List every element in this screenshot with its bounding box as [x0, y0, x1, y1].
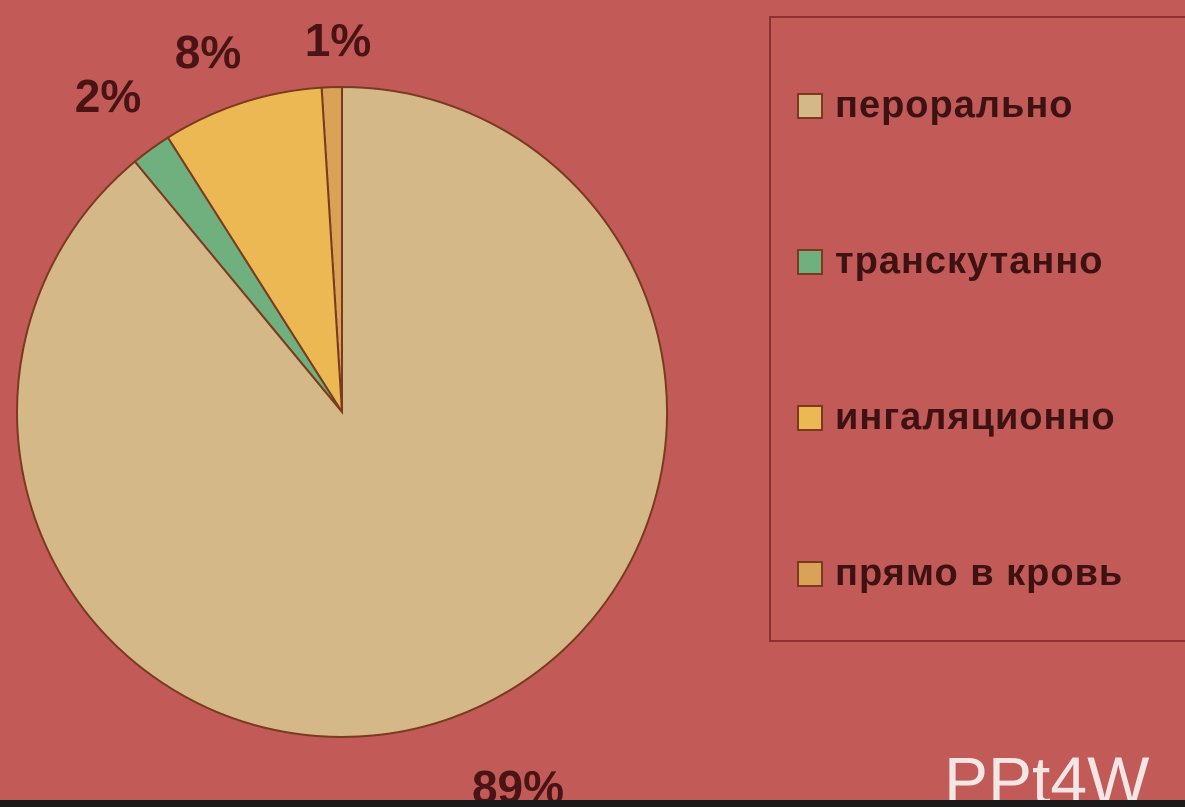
- legend-label: транскутанно: [835, 240, 1104, 282]
- watermark-logo: PPt4W: [944, 743, 1150, 807]
- legend-swatch: [797, 248, 823, 275]
- data-label-0: 89%: [472, 761, 564, 807]
- pie-slices: [16, 85, 668, 738]
- chart-legend: перорально транскутанно ингаляционно прямо …: [769, 16, 1185, 642]
- legend-swatch: [797, 560, 823, 587]
- legend-item-1: транскутанно: [797, 240, 1104, 283]
- pie-slice-2: [166, 86, 343, 413]
- bottom-border: [0, 800, 1185, 807]
- legend-label: ингаляционно: [835, 396, 1116, 438]
- data-label-2: 8%: [175, 26, 241, 78]
- pie-data-labels: 89% 2% 8% 1%: [75, 14, 564, 807]
- legend-label: прямо в кровь: [835, 552, 1124, 594]
- legend-label: перорально: [835, 84, 1074, 126]
- legend-swatch: [797, 92, 823, 119]
- data-label-1: 2%: [75, 70, 141, 122]
- pie-slice-0: [16, 85, 668, 738]
- legend-item-3: прямо в кровь: [797, 552, 1123, 595]
- legend-swatch: [797, 404, 823, 431]
- legend-item-2: ингаляционно: [797, 396, 1116, 439]
- data-label-3: 1%: [305, 14, 371, 66]
- legend-item-0: перорально: [797, 84, 1074, 127]
